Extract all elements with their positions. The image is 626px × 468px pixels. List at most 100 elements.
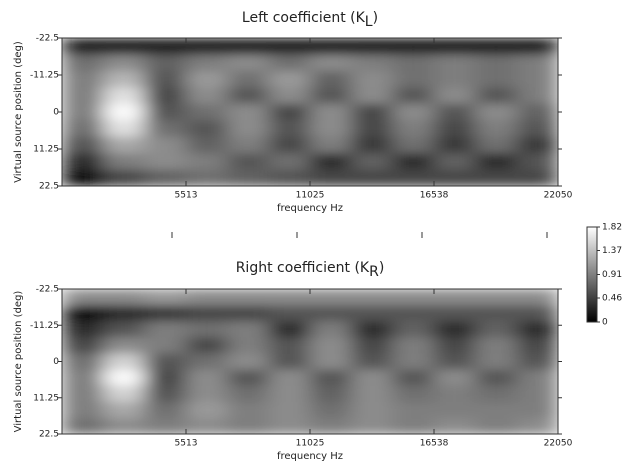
heatmap-cell (434, 70, 476, 88)
heatmap-cell (268, 289, 311, 306)
heatmap-cell (310, 305, 352, 322)
heatmap-cell (310, 136, 352, 154)
y-tick-label: -11.25 (30, 71, 59, 81)
colorbar-tick-label: 1.82 (602, 223, 622, 233)
heatmap (62, 289, 558, 434)
heatmap-cell (434, 136, 476, 154)
heatmap-cell (186, 153, 228, 171)
heatmap-cell (103, 136, 146, 154)
heatmap-cell (268, 70, 311, 88)
heatmap-cell (268, 103, 311, 121)
heatmap-cell (434, 289, 476, 306)
heatmap-cell (144, 38, 187, 55)
heatmap-cell (227, 417, 270, 434)
heatmap-cell (103, 417, 146, 434)
heatmap-cell (310, 169, 352, 186)
title-text: Left coefficient (K (242, 10, 366, 26)
heatmap-cell (516, 369, 558, 387)
heatmap-cell (227, 401, 270, 419)
heatmap-cell (186, 305, 228, 322)
heatmap-cell (392, 169, 435, 186)
heatmap-cell (516, 353, 558, 371)
heatmap-cell (351, 337, 394, 354)
heatmap-cell (392, 321, 435, 338)
heatmap-cell (392, 305, 435, 322)
heatmap-cell (392, 70, 435, 88)
heatmap-cell (144, 70, 187, 88)
heatmap-cell (144, 305, 187, 322)
heatmap-cell (516, 70, 558, 88)
x-axis-label: frequency Hz (277, 203, 343, 214)
heatmap-cell (434, 385, 476, 403)
x-axis-label: frequency Hz (277, 451, 343, 462)
heatmap-cell (516, 136, 558, 154)
heatmap-cell (62, 136, 104, 154)
heatmap-cell (103, 38, 146, 55)
heatmap-cell (186, 103, 228, 121)
heatmap-cell (144, 321, 187, 338)
heatmap-cell (186, 169, 228, 186)
heatmap-cell (516, 169, 558, 186)
heatmap-cell (434, 38, 476, 55)
heatmap-cell (475, 337, 518, 354)
x-tick-label: 11025 (296, 439, 325, 449)
heatmap-cell (227, 353, 270, 371)
heatmap-cell (227, 169, 270, 186)
heatmap-cell (186, 417, 228, 434)
heatmap-cell (144, 103, 187, 121)
heatmap-cell (227, 305, 270, 322)
heatmap-cell (144, 87, 187, 105)
heatmap-cell (351, 153, 394, 171)
heatmap-cell (351, 120, 394, 138)
heatmap-cell (268, 353, 311, 371)
heatmap-cell (186, 120, 228, 138)
heatmap-cell (144, 369, 187, 387)
heatmap-cell (227, 87, 270, 105)
heatmap-cell (62, 103, 104, 121)
heatmap-cell (144, 153, 187, 171)
heatmap-cell (392, 87, 435, 105)
heatmap-cell (516, 401, 558, 419)
heatmap-cell (268, 337, 311, 354)
heatmap-cell (310, 401, 352, 419)
heatmap-cell (351, 289, 394, 306)
heatmap-cell (103, 54, 146, 72)
heatmap-cell (310, 369, 352, 387)
heatmap-cell (310, 417, 352, 434)
heatmap-cell (310, 337, 352, 354)
heatmap-cell (351, 136, 394, 154)
y-tick-label: 11.25 (33, 393, 59, 403)
heatmap-cell (268, 54, 311, 72)
title-subscript: L (365, 14, 373, 30)
heatmap-cell (475, 153, 518, 171)
heatmap-cell (351, 321, 394, 338)
heatmap-cell (103, 103, 146, 121)
heatmap-cell (392, 120, 435, 138)
heatmap-cell (268, 136, 311, 154)
heatmap-cell (227, 103, 270, 121)
heatmap-cell (516, 87, 558, 105)
heatmap-cell (62, 289, 104, 306)
heatmap-cell (227, 337, 270, 354)
heatmap-cell (62, 54, 104, 72)
x-tick-label: 5513 (175, 439, 198, 449)
heatmap-cell (392, 385, 435, 403)
heatmap-cell (392, 38, 435, 55)
heatmap-cell (268, 38, 311, 55)
heatmap-cell (475, 353, 518, 371)
y-axis-label: Virtual source position (deg) (13, 291, 24, 433)
heatmap-cell (516, 417, 558, 434)
heatmap-cell (144, 385, 187, 403)
heatmap-cell (516, 54, 558, 72)
heatmap-cell (516, 153, 558, 171)
heatmap-cell (62, 337, 104, 354)
heatmap-cell (103, 401, 146, 419)
heatmap-cell (351, 169, 394, 186)
heatmap-cell (392, 103, 435, 121)
heatmap-cell (434, 417, 476, 434)
heatmap-cell (392, 136, 435, 154)
heatmap-cell (227, 289, 270, 306)
x-tick-label: 22050 (544, 191, 573, 201)
heatmap-cell (392, 401, 435, 419)
